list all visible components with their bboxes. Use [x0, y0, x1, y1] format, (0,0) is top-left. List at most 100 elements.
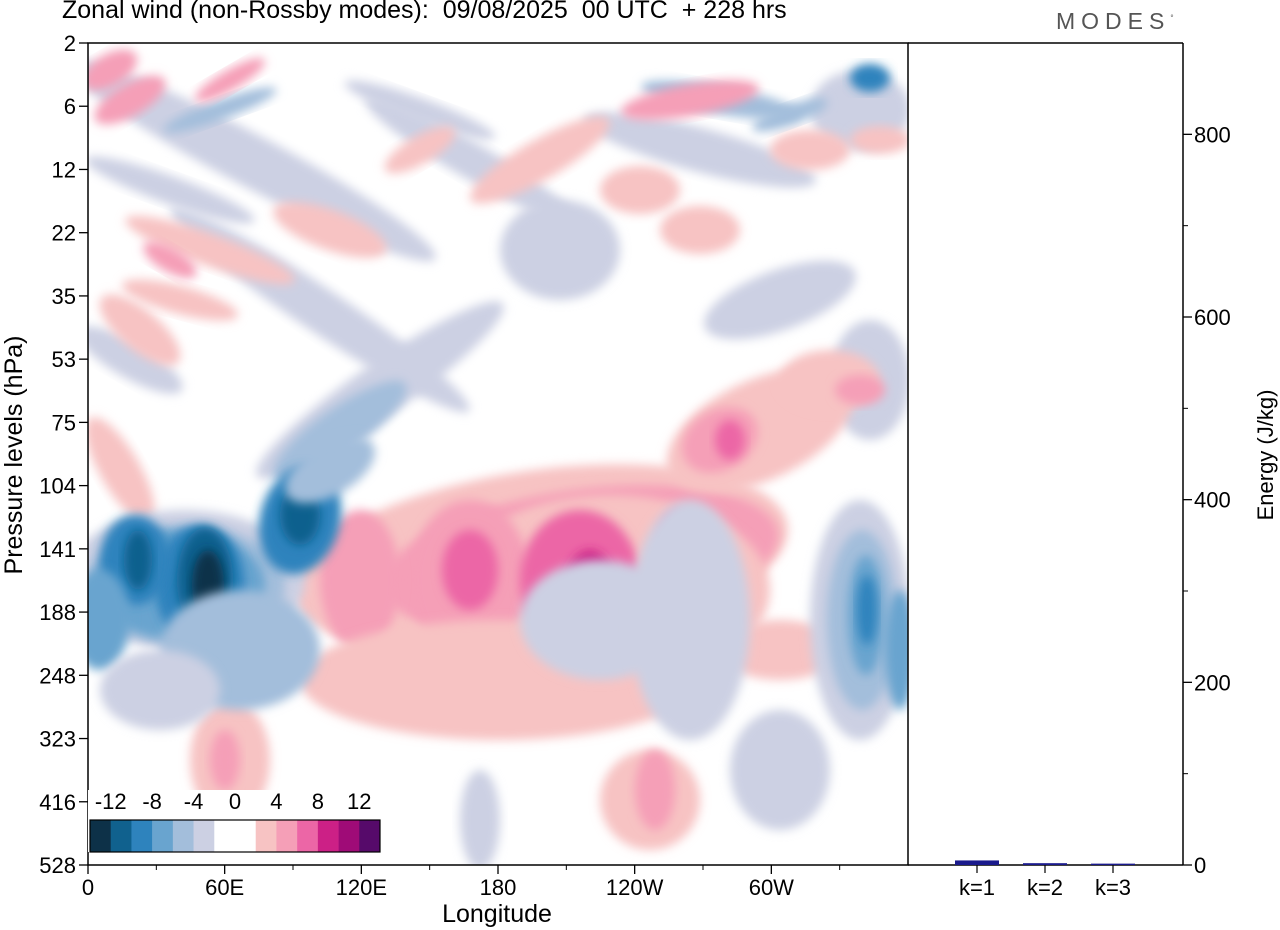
wind-contour	[583, 112, 817, 188]
wind-contour	[850, 64, 890, 92]
colorbar-swatch	[90, 820, 112, 852]
colorbar-swatch	[110, 820, 132, 852]
energy-category-label: k=3	[1095, 875, 1131, 900]
chart-title: Zonal wind (non-Rossby modes): 09/08/202…	[62, 0, 787, 24]
colorbar-swatch	[131, 820, 153, 852]
colorbar-swatch	[297, 820, 319, 852]
y-tick-label: 53	[52, 347, 76, 372]
wind-contour	[125, 215, 295, 285]
colorbar-label: 0	[229, 789, 241, 814]
wind-contour	[88, 326, 183, 394]
wind-contour	[704, 260, 856, 340]
energy-tick-label: 800	[1194, 122, 1231, 147]
wind-contour	[88, 58, 436, 262]
colorbar-label: -12	[95, 789, 127, 814]
y-tick-label: 22	[52, 221, 76, 246]
wind-contour	[320, 510, 400, 650]
colorbar-swatch	[193, 820, 215, 852]
y-tick-label: 12	[52, 157, 76, 182]
energy-axis-label: Energy (J/kg)	[1253, 390, 1278, 521]
colorbar-swatch	[359, 820, 381, 852]
x-axis-label: Longitude	[442, 900, 552, 928]
wind-contour	[885, 590, 908, 710]
colorbar-swatch	[338, 820, 360, 852]
wind-contour	[273, 380, 407, 480]
colorbar-swatch	[172, 820, 194, 852]
wind-contour	[621, 80, 759, 120]
wind-contour	[850, 126, 908, 154]
wind-contour	[88, 570, 130, 670]
y-tick-label: 416	[39, 790, 76, 815]
wind-contour	[384, 126, 456, 174]
colorbar-swatch	[255, 820, 277, 852]
wind-contour	[460, 770, 500, 865]
energy-category-label: k=2	[1027, 875, 1063, 900]
wind-contour	[470, 116, 610, 204]
brand-text: MODES	[1056, 8, 1171, 34]
y-axis: 2 6 12 22 35 53 75 104 141 188 248 323 416 528	[39, 31, 88, 878]
y-axis-label: Pressure levels (hPa)	[0, 336, 28, 575]
y-tick-label: 248	[39, 663, 76, 688]
y-tick-label: 35	[52, 284, 76, 309]
y-tick-label: 323	[39, 727, 76, 752]
wind-contour	[715, 420, 745, 460]
energy-panel: 0 200 400 600 800 k=1 k=2 k=3	[955, 122, 1231, 900]
colorbar-label: 8	[312, 789, 324, 814]
modes-logo: MODES°	[1056, 8, 1174, 35]
colorbar-swatch	[276, 820, 298, 852]
energy-category-label: k=1	[959, 875, 995, 900]
energy-tick-label: 600	[1194, 305, 1231, 330]
wind-contour	[99, 294, 181, 366]
x-tick-label: 180	[480, 875, 517, 900]
wind-contour	[124, 530, 152, 590]
colorbar: -12 -8 -4 0 4 8 12	[88, 789, 382, 853]
wind-contour	[857, 575, 877, 645]
colorbar-label: -4	[184, 789, 204, 814]
wind-contour	[94, 75, 166, 125]
energy-tick-label: 200	[1194, 670, 1231, 695]
wind-field	[88, 49, 908, 865]
colorbar-label: 4	[270, 789, 282, 814]
energy-tick-label: 0	[1194, 853, 1206, 878]
wind-contour	[88, 417, 155, 523]
y-tick-label: 75	[52, 410, 76, 435]
colorbar-swatch	[317, 820, 339, 852]
energy-bar	[1023, 863, 1067, 865]
brand-mark: °	[1170, 13, 1174, 23]
wind-contour	[635, 750, 675, 830]
wind-contour	[273, 202, 387, 258]
x-tick-label: 60E	[205, 875, 244, 900]
y-tick-label: 188	[39, 600, 76, 625]
wind-contour	[100, 650, 220, 730]
wind-contour	[88, 156, 255, 224]
colorbar-swatch	[214, 820, 236, 852]
wind-contour	[630, 500, 750, 740]
wind-contour	[720, 620, 840, 680]
wind-contour	[121, 279, 239, 321]
x-tick-label: 120E	[336, 875, 387, 900]
x-tick-label: 0	[82, 875, 94, 900]
x-tick-label: 120W	[606, 875, 664, 900]
colorbar-frame	[89, 819, 381, 853]
x-tick-label: 60W	[749, 875, 794, 900]
wind-contour	[730, 710, 830, 830]
wind-contour	[752, 98, 828, 132]
wind-contour	[344, 80, 496, 140]
wind-contour	[195, 58, 265, 102]
energy-bar	[1091, 863, 1135, 865]
wind-contour	[442, 530, 498, 610]
wind-contour	[284, 436, 376, 504]
y-tick-label: 2	[64, 31, 76, 56]
colorbar-swatch	[152, 820, 174, 852]
wind-contour	[600, 166, 680, 214]
y-tick-label: 6	[64, 94, 76, 119]
x-axis: 0 60E 120E 180 120W 60W	[82, 865, 841, 900]
wind-contour	[500, 200, 620, 300]
y-tick-label: 528	[39, 853, 76, 878]
wind-contour	[88, 49, 138, 91]
energy-bar	[955, 860, 999, 865]
wind-contour	[143, 241, 197, 279]
wind-contour	[770, 130, 850, 170]
y-tick-label: 104	[39, 474, 76, 499]
